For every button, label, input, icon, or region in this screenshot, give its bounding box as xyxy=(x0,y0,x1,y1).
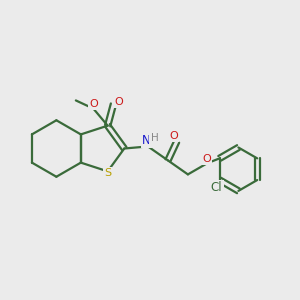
Text: H: H xyxy=(151,133,158,142)
Text: O: O xyxy=(202,154,211,164)
Text: N: N xyxy=(142,134,151,147)
Text: S: S xyxy=(104,168,111,178)
Text: Cl: Cl xyxy=(211,181,223,194)
Text: O: O xyxy=(89,99,98,109)
Text: O: O xyxy=(169,131,178,141)
Text: O: O xyxy=(114,98,123,107)
